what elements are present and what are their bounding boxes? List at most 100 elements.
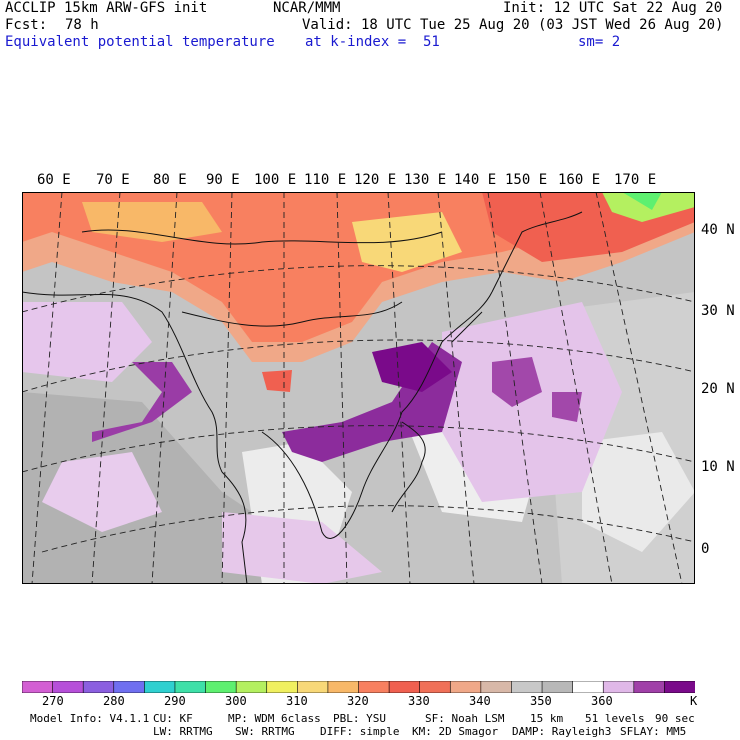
surface-layer-scheme: SFLAY: MM5 <box>620 725 687 738</box>
colorbar-tick: 290 <box>164 694 186 708</box>
shortwave-scheme: SW: RRTMG <box>235 725 295 738</box>
microphysics-scheme: MP: WDM 6class <box>228 712 321 725</box>
lon-label: 80 E <box>153 172 187 188</box>
lat-label: 40 N <box>701 222 735 238</box>
longwave-scheme: LW: RRTMG <box>153 725 213 738</box>
resolution: 15 km <box>530 712 564 725</box>
km-scheme: KM: 2D Smagor <box>412 725 499 738</box>
lon-label: 60 E <box>37 172 71 188</box>
latitude-line <box>22 265 695 313</box>
longitude-line <box>31 192 63 584</box>
model-title: ACCLIP 15km ARW-GFS init <box>5 0 208 16</box>
border <box>81 229 443 245</box>
valid-time: Valid: 18 UTC Tue 25 Aug 20 (03 JST Wed … <box>302 17 724 33</box>
white-patch <box>582 432 695 552</box>
colorbar-swatch <box>419 681 452 693</box>
colorbar-tick: 350 <box>530 694 552 708</box>
lat-label: 30 N <box>701 303 735 319</box>
colorbar-swatch <box>388 681 421 693</box>
colorbar-tick: 270 <box>42 694 64 708</box>
coastline <box>221 471 248 584</box>
model-info: Model Info: V4.1.1 <box>30 712 150 725</box>
colorbar-swatch <box>144 681 176 693</box>
lavender-region <box>22 302 152 382</box>
organization-label: NCAR/MMM <box>273 0 341 16</box>
longitude-line <box>387 192 411 584</box>
colorbar-tick: 360 <box>591 694 613 708</box>
border <box>181 301 403 327</box>
pbl-scheme: PBL: YSU <box>333 712 386 725</box>
longitude-line <box>151 192 178 584</box>
lon-label: 70 E <box>96 172 130 188</box>
lavender-region <box>42 452 162 532</box>
map-frame <box>22 192 695 584</box>
surface-scheme: SF: Noah LSM <box>425 712 505 725</box>
equivalent-potential-temperature-map[interactable] <box>22 192 695 584</box>
cumulus-scheme: CU: KF <box>153 712 193 725</box>
colorbar-swatch <box>113 681 146 693</box>
lon-label: 100 E <box>254 172 297 188</box>
timestep: 90 sec <box>655 712 695 725</box>
high-theta-e-region <box>92 362 192 442</box>
highest-theta-e-region <box>372 342 452 392</box>
lat-label: 0 <box>701 541 710 557</box>
colorbar-swatch <box>572 681 605 693</box>
colorbar-swatch <box>235 681 268 693</box>
colorbar-swatch <box>664 681 695 693</box>
colorbar-tick: 330 <box>408 694 430 708</box>
longitude-line <box>595 192 683 584</box>
colorbar-swatch <box>52 681 84 693</box>
continental-region <box>352 212 462 272</box>
coastline <box>491 211 583 293</box>
latitude-line <box>22 425 695 473</box>
longitude-line <box>336 192 348 584</box>
field-name: Equivalent potential temperature <box>5 34 275 50</box>
longitude-line <box>221 192 233 584</box>
colorbar-swatch <box>480 681 513 693</box>
colorbar-swatch <box>327 681 360 693</box>
lavender-region <box>442 302 622 502</box>
longitude-line <box>487 192 543 584</box>
smoothing-label: sm= 2 <box>578 34 621 50</box>
continental-region <box>622 192 662 210</box>
colorbar-tick: 280 <box>103 694 125 708</box>
lon-label: 90 E <box>206 172 240 188</box>
colorbar-tick: 340 <box>469 694 491 708</box>
forecast-hours: 78 h <box>65 17 99 33</box>
colorbar-swatch <box>511 681 543 693</box>
colorbar-swatch <box>205 681 237 693</box>
colorbar-tick: 320 <box>347 694 369 708</box>
damping-scheme: DAMP: Rayleigh3 <box>512 725 612 738</box>
lat-label: 10 N <box>701 459 735 475</box>
high-theta-e-region <box>552 392 582 422</box>
longitude-line <box>91 192 121 584</box>
lavender-region <box>222 512 382 584</box>
colorbar-unit: K <box>690 694 698 708</box>
latitude-line <box>41 505 695 553</box>
vertical-levels: 51 levels <box>585 712 645 725</box>
lon-label: 160 E <box>558 172 601 188</box>
colorbar-swatch <box>266 681 299 693</box>
lon-label: 130 E <box>404 172 447 188</box>
lon-label: 170 E <box>614 172 657 188</box>
colorbar-swatch <box>22 681 54 693</box>
colorbar-tick: 310 <box>286 694 308 708</box>
colorbar-swatch <box>541 681 574 693</box>
high-theta-e-region <box>492 357 542 407</box>
coastline <box>22 291 223 473</box>
latitude-line <box>22 339 695 393</box>
level-label: at k-index = 51 <box>305 34 440 50</box>
colorbar-swatch <box>297 681 329 693</box>
lon-label: 150 E <box>505 172 548 188</box>
colorbar-swatch <box>358 681 390 693</box>
colorbar-swatch <box>633 681 666 693</box>
island-coast <box>451 311 483 343</box>
forecast-label: Fcst: <box>5 17 48 33</box>
continental-region <box>262 370 292 392</box>
init-time: Init: 12 UTC Sat 22 Aug 20 <box>503 0 723 16</box>
longitude-line <box>437 192 475 584</box>
colorbar-swatch <box>174 681 207 693</box>
island-coast <box>391 421 426 513</box>
lon-label: 120 E <box>354 172 397 188</box>
colorbar-tick: 300 <box>225 694 247 708</box>
